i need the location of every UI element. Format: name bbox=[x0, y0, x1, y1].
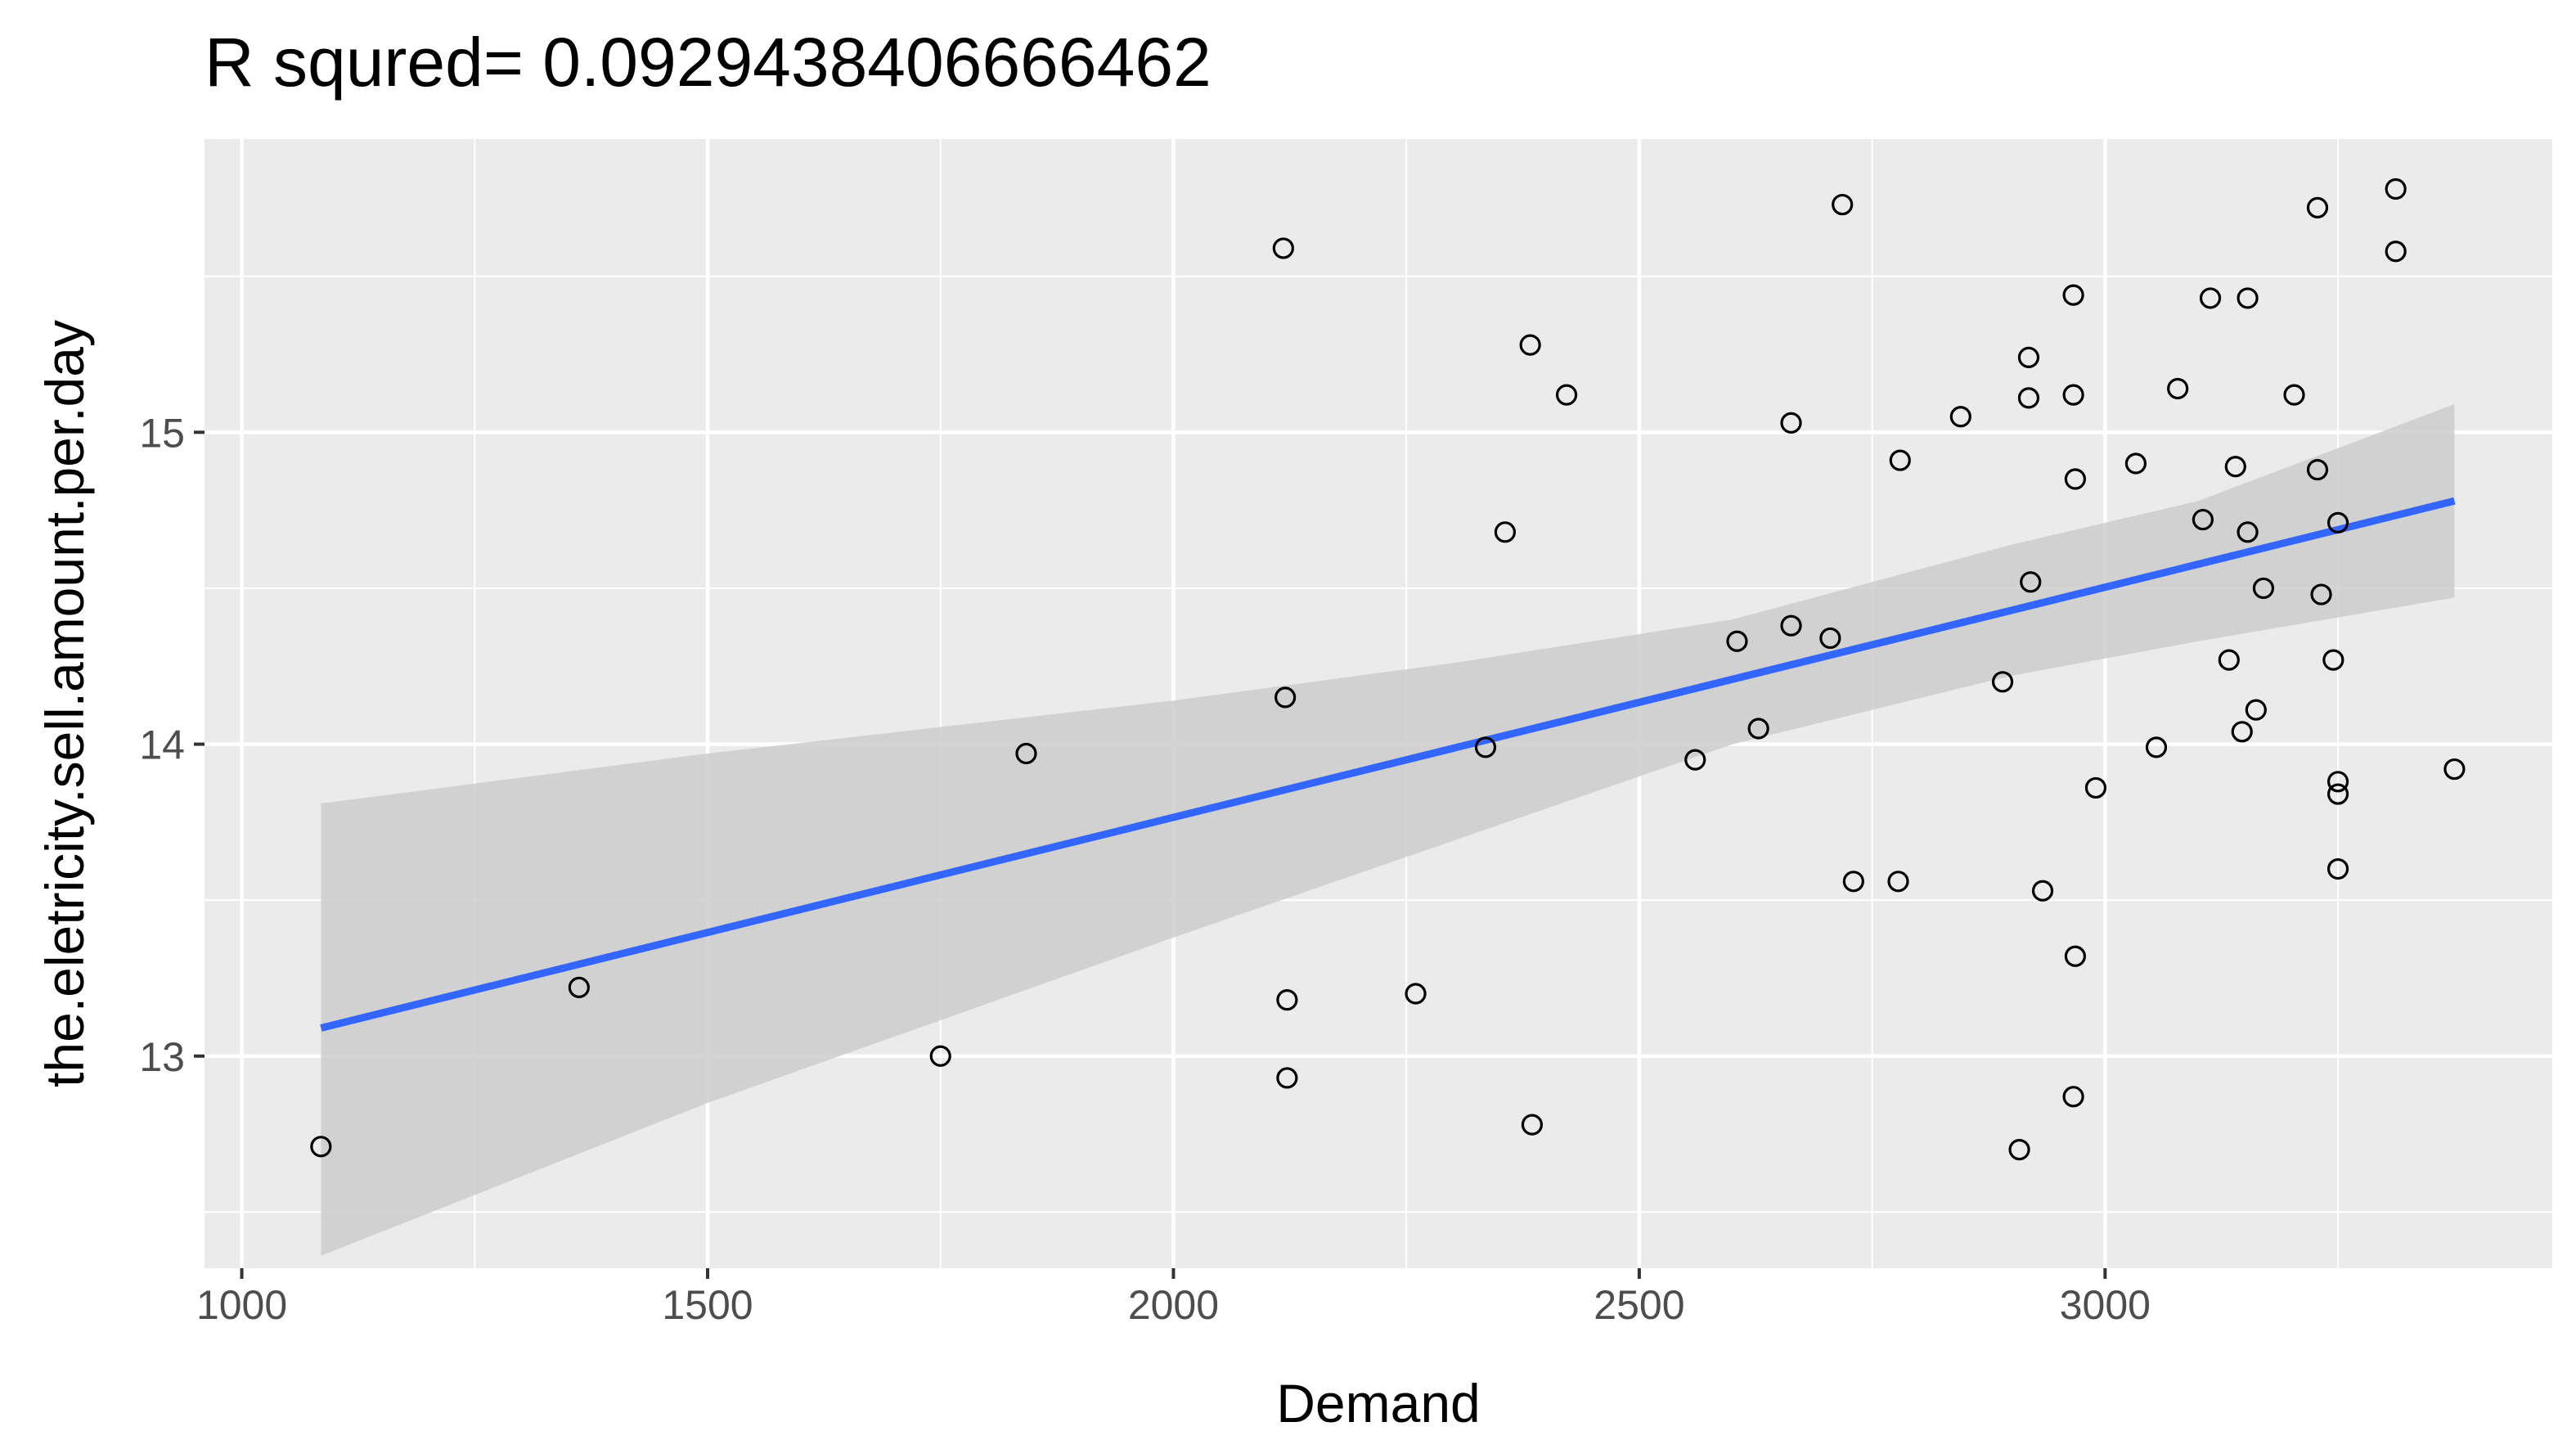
data-point bbox=[1684, 749, 1706, 771]
data-point bbox=[929, 1045, 951, 1067]
data-point bbox=[1726, 630, 1748, 652]
data-point bbox=[2322, 649, 2344, 671]
x-tick-label: 1500 bbox=[662, 1282, 753, 1328]
data-point bbox=[2237, 287, 2259, 309]
data-point bbox=[2020, 571, 2042, 593]
data-point bbox=[1780, 614, 1802, 637]
data-point bbox=[2084, 776, 2107, 799]
data-points bbox=[310, 178, 2466, 1161]
x-tick-label: 1000 bbox=[196, 1282, 287, 1328]
data-point bbox=[1889, 449, 1911, 471]
data-point bbox=[2310, 583, 2332, 605]
data-point bbox=[1747, 718, 1769, 740]
data-point bbox=[2326, 771, 2349, 793]
data-point bbox=[1519, 334, 1541, 356]
data-point bbox=[1832, 193, 1854, 216]
data-point bbox=[2237, 521, 2259, 543]
x-tick-label: 3000 bbox=[2060, 1282, 2151, 1328]
data-point bbox=[1949, 406, 1971, 428]
confidence-band bbox=[321, 404, 2455, 1256]
y-tick-label: 14 bbox=[139, 722, 185, 768]
fit-line bbox=[320, 497, 2456, 1032]
data-point bbox=[1780, 412, 1802, 434]
data-point bbox=[2245, 699, 2267, 721]
x-tick-label: 2500 bbox=[1594, 1282, 1684, 1328]
data-point bbox=[2062, 384, 2084, 406]
data-point bbox=[2145, 736, 2168, 758]
data-point bbox=[2326, 857, 2349, 880]
x-axis-title: Demand bbox=[1276, 1373, 1480, 1433]
data-point bbox=[2192, 508, 2214, 531]
data-point bbox=[1474, 736, 1497, 758]
data-point bbox=[1276, 989, 1298, 1011]
data-point bbox=[2031, 880, 2054, 902]
data-point bbox=[2283, 384, 2305, 406]
data-point bbox=[310, 1136, 332, 1158]
data-point bbox=[2167, 377, 2189, 400]
data-point bbox=[2062, 284, 2084, 306]
data-point bbox=[1015, 742, 1037, 765]
data-point bbox=[2326, 511, 2349, 533]
data-point bbox=[1842, 871, 1864, 893]
data-point bbox=[2064, 945, 2086, 967]
data-point bbox=[2224, 456, 2246, 478]
data-point bbox=[1405, 983, 1427, 1005]
y-axis-title: the.eletricity.sell.amount.per.day bbox=[34, 320, 95, 1087]
x-tick-label: 2000 bbox=[1128, 1282, 1219, 1328]
data-point bbox=[2385, 241, 2407, 263]
data-point bbox=[1991, 671, 2014, 693]
data-point bbox=[1275, 686, 1297, 709]
regression-line bbox=[320, 497, 2456, 1032]
data-point bbox=[2124, 452, 2147, 475]
data-point bbox=[2385, 178, 2407, 200]
data-point bbox=[2008, 1139, 2030, 1161]
data-point bbox=[1494, 521, 1516, 543]
data-point bbox=[2199, 287, 2222, 309]
data-point bbox=[1276, 1067, 1298, 1089]
data-point bbox=[1521, 1114, 1544, 1136]
data-point bbox=[1819, 627, 1841, 650]
data-point bbox=[1887, 871, 1909, 893]
axes: 1000 1500 2000 2500 3000 13 14 15 bbox=[139, 410, 2151, 1328]
data-point bbox=[2252, 577, 2275, 600]
data-point bbox=[1555, 384, 1578, 406]
data-point bbox=[2231, 721, 2253, 743]
y-tick-label: 15 bbox=[139, 410, 185, 456]
chart-title: R squred= 0.0929438406666462 bbox=[205, 24, 1212, 101]
data-point bbox=[568, 976, 590, 999]
data-point bbox=[2306, 458, 2329, 481]
data-point bbox=[2306, 196, 2329, 218]
data-point bbox=[2064, 468, 2086, 490]
data-point bbox=[2326, 783, 2349, 805]
confidence-band-area bbox=[321, 404, 2455, 1256]
data-point bbox=[1272, 237, 1294, 259]
data-point bbox=[2218, 649, 2240, 671]
data-point bbox=[2017, 387, 2040, 409]
data-point bbox=[2017, 346, 2040, 368]
data-point bbox=[2443, 758, 2466, 781]
y-tick-label: 13 bbox=[139, 1034, 185, 1080]
data-point bbox=[2062, 1086, 2084, 1108]
